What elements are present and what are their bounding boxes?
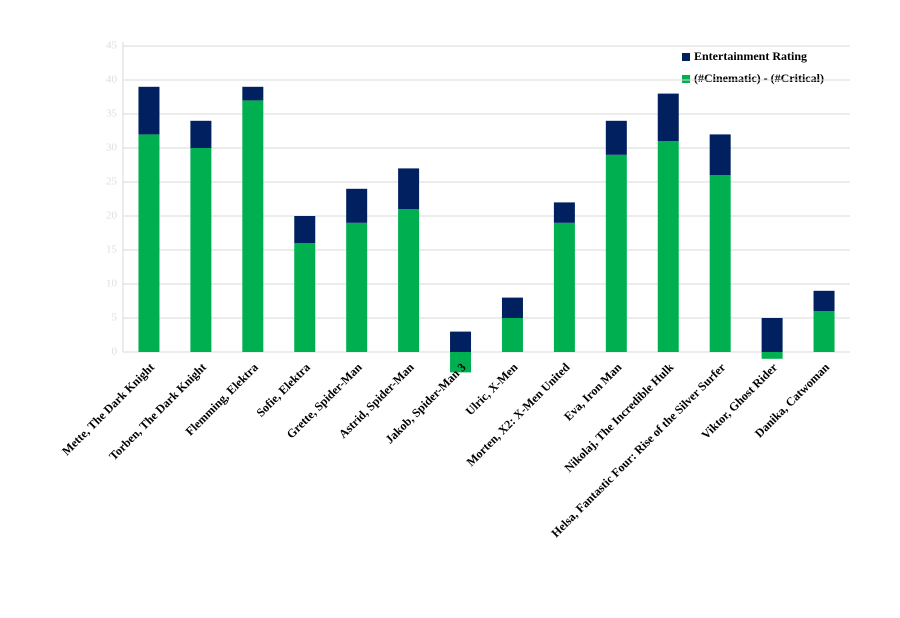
bar-segment — [346, 188, 368, 223]
bar-segment — [605, 154, 627, 352]
x-tick-label: Morten, X2: X-Men United — [464, 360, 573, 469]
bar-segment — [138, 134, 160, 352]
legend-swatch — [682, 75, 690, 83]
bar-segment — [709, 134, 731, 176]
bar-segment — [657, 93, 679, 142]
bar-segment — [138, 86, 160, 135]
legend-swatch — [682, 53, 690, 61]
bar-segment — [294, 243, 316, 352]
legend-label: Entertainment Rating — [694, 49, 807, 63]
bar-segment — [605, 120, 627, 155]
legend-label: (#Cinematic) - (#Critical) — [694, 71, 824, 85]
y-tick-label: 40 — [106, 74, 118, 86]
y-tick-label: 20 — [106, 210, 118, 222]
y-tick-label: 10 — [106, 278, 118, 290]
x-tick-label: Nikolaj, The Incredible Hulk — [562, 360, 677, 475]
bar-segment — [346, 222, 368, 352]
x-tick-label: Torben, The Dark Knight — [106, 360, 209, 463]
bar-segment — [761, 318, 783, 352]
bar-segment — [190, 148, 212, 352]
legend: Entertainment Rating (#Cinematic) - (#Cri… — [682, 49, 824, 85]
bar-segment — [657, 141, 679, 352]
bar-segment — [294, 216, 316, 244]
y-tick-label: 5 — [112, 312, 118, 324]
bar-segment — [501, 297, 523, 318]
bar-segment — [398, 209, 420, 352]
bar-segment — [450, 331, 472, 352]
bar-segment — [398, 168, 420, 210]
bar-segment — [813, 290, 835, 312]
bar-segment — [450, 352, 472, 373]
bar-segment — [501, 318, 523, 352]
bar-segment — [553, 222, 575, 352]
bar-segment — [709, 175, 731, 352]
bar-segment — [242, 86, 264, 101]
y-tick-label: 35 — [106, 108, 118, 120]
bar-segment — [553, 202, 575, 223]
bar-segment — [813, 311, 835, 352]
bar-segment — [190, 120, 212, 148]
x-tick-label: Mette, The Dark Knight — [59, 360, 157, 458]
y-tick-label: 25 — [106, 176, 118, 188]
bar-segment — [242, 100, 264, 353]
y-tick-label: 0 — [112, 346, 118, 358]
bar-segment — [761, 352, 783, 359]
y-tick-label: 15 — [106, 244, 118, 256]
y-tick-label: 45 — [106, 40, 118, 52]
y-tick-label: 30 — [106, 142, 118, 154]
